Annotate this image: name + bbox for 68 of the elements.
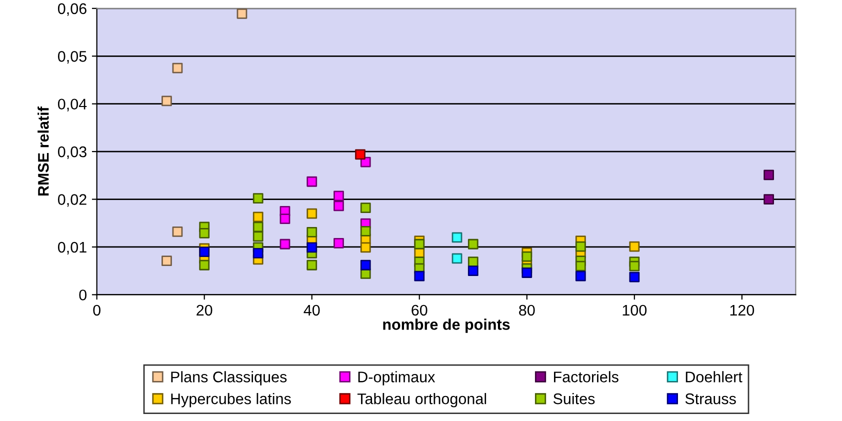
point: [522, 268, 532, 278]
point: [414, 270, 425, 282]
x-tick-label: 80: [519, 304, 535, 316]
point: [280, 214, 290, 224]
point: [252, 222, 264, 232]
point: [522, 251, 532, 262]
legend-label: Factoriels: [554, 371, 618, 382]
point: [360, 260, 371, 270]
point: [162, 96, 172, 106]
x-tick-label: 120: [730, 304, 754, 316]
y-tick-label: 0,06: [58, 3, 86, 16]
y-tick-label: 0: [79, 290, 87, 300]
point: [468, 266, 478, 276]
legend-label: Tableau orthogonal: [357, 393, 486, 408]
point: [452, 253, 462, 264]
point: [252, 212, 264, 222]
point: [199, 260, 210, 270]
y-tick-label: 0,02: [58, 194, 86, 207]
point: [252, 231, 264, 242]
point: [629, 260, 640, 272]
x-tick-label: 60: [412, 304, 428, 316]
point: [414, 238, 425, 250]
point: [280, 238, 290, 250]
point: [162, 256, 172, 266]
point: [252, 193, 264, 204]
point: [575, 270, 586, 282]
point: [764, 170, 774, 180]
point: [334, 238, 344, 248]
point: [199, 228, 210, 238]
point: [306, 227, 318, 238]
point: [199, 246, 210, 257]
legend-label: Plans Classiques: [171, 371, 287, 386]
point: [306, 242, 318, 253]
y-axis-title: RMSE relatif: [38, 106, 49, 196]
point: [306, 208, 318, 219]
y-tick-label: 0,01: [58, 242, 86, 254]
legend-label: Strauss: [685, 393, 736, 404]
legend-label: Hypercubes latins: [171, 393, 291, 408]
point: [360, 226, 371, 236]
legend-label: Suites: [553, 393, 595, 404]
x-tick-label: 20: [196, 304, 212, 316]
point: [629, 272, 640, 282]
point: [468, 238, 478, 250]
point: [334, 190, 344, 202]
point: [360, 202, 371, 214]
point: [172, 62, 183, 74]
point: [306, 260, 318, 270]
point: [172, 226, 183, 237]
y-tick-label: 0,04: [58, 98, 87, 112]
point: [575, 241, 586, 252]
y-tick-label: 0,03: [58, 146, 86, 160]
point: [575, 260, 586, 272]
point: [252, 248, 264, 258]
x-tick-label: 100: [622, 304, 647, 316]
point: [764, 194, 774, 204]
x-axis-title: nombre de points: [383, 318, 510, 333]
x-tick-label: 0: [93, 304, 100, 316]
legend-label: Doehlert: [686, 371, 742, 382]
legend-label: D-optimaux: [358, 371, 436, 386]
point: [334, 200, 344, 212]
point: [629, 241, 640, 252]
point: [236, 8, 248, 19]
point: [452, 232, 462, 243]
point: [355, 149, 366, 160]
x-tick-label: 40: [304, 304, 320, 316]
y-tick-label: 0,05: [58, 51, 86, 64]
point: [360, 242, 371, 253]
point: [306, 176, 318, 187]
